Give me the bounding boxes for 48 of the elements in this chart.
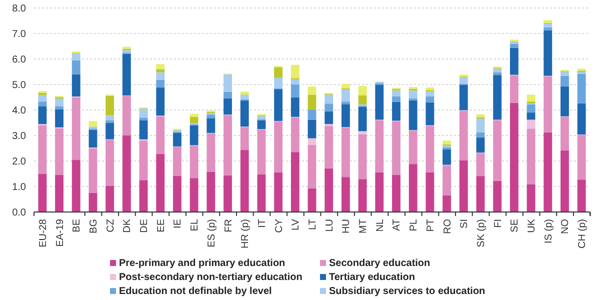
x-tick-label: CH (p) — [577, 219, 588, 248]
x-tick-label: LT — [308, 219, 318, 230]
x-tick-label: FR — [223, 219, 234, 232]
x-tick-label: LU — [324, 219, 336, 232]
x-tick-label: EA-19 — [54, 218, 66, 247]
x-tick-label: NL — [374, 218, 386, 232]
legend-label: Post-secondary non-tertiary education — [119, 272, 302, 283]
x-tick-label: LV — [290, 218, 302, 230]
x-tick-label: EL — [190, 218, 201, 232]
x-tick-label: ES (p) — [206, 219, 218, 248]
x-tick-label: BG — [88, 218, 100, 234]
y-tick-label: 6.0 — [12, 54, 26, 66]
legend-label: Tertiary education — [329, 272, 415, 283]
legend-label: Education not definable by level — [119, 286, 272, 297]
y-tick-label: 0.0 — [12, 208, 26, 218]
y-tick-label: 2.0 — [12, 156, 26, 168]
x-tick-label: EU-28 — [38, 218, 49, 248]
x-tick-label: CZ — [105, 219, 116, 232]
y-tick-label: 7.0 — [12, 29, 26, 40]
y-tick-label: 1.0 — [12, 182, 26, 193]
x-tick-label: MT — [358, 219, 370, 234]
x-tick-label: EE — [156, 218, 167, 232]
x-tick-label: NO — [560, 218, 572, 234]
x-tick-label: IT — [256, 219, 268, 228]
x-tick-label: PT — [425, 219, 436, 232]
x-tick-label: RO — [442, 218, 454, 234]
legend-label: Pre-primary and primary education — [119, 258, 286, 269]
legend-label: Secondary education — [329, 258, 430, 269]
x-tick-label: FI — [492, 219, 504, 228]
y-tick-label: 4.0 — [12, 106, 26, 116]
y-tick-label: 8.0 — [12, 4, 26, 14]
x-tick-label: UK — [526, 218, 538, 233]
y-tick-label: 3.0 — [12, 131, 26, 142]
x-tick-label: BE — [72, 218, 83, 232]
x-tick-label: SK (p) — [476, 219, 487, 248]
x-tick-label: IS (p) — [543, 219, 554, 244]
x-tick-label: CY — [274, 218, 285, 233]
x-tick-label: HU — [341, 219, 352, 234]
x-tick-label: PL — [408, 218, 420, 232]
x-tick-label: DK — [122, 218, 134, 233]
x-tick-label: SE — [510, 218, 521, 232]
legend-label: Subsidiary services to education — [329, 286, 486, 297]
x-tick-label: IE — [172, 218, 184, 228]
x-tick-label: AT — [392, 219, 403, 232]
x-tick-label: SI — [459, 219, 470, 228]
x-tick-label: HR (p) — [240, 219, 252, 248]
y-tick-label: 5.0 — [12, 80, 26, 91]
x-tick-label: DE — [139, 218, 150, 233]
